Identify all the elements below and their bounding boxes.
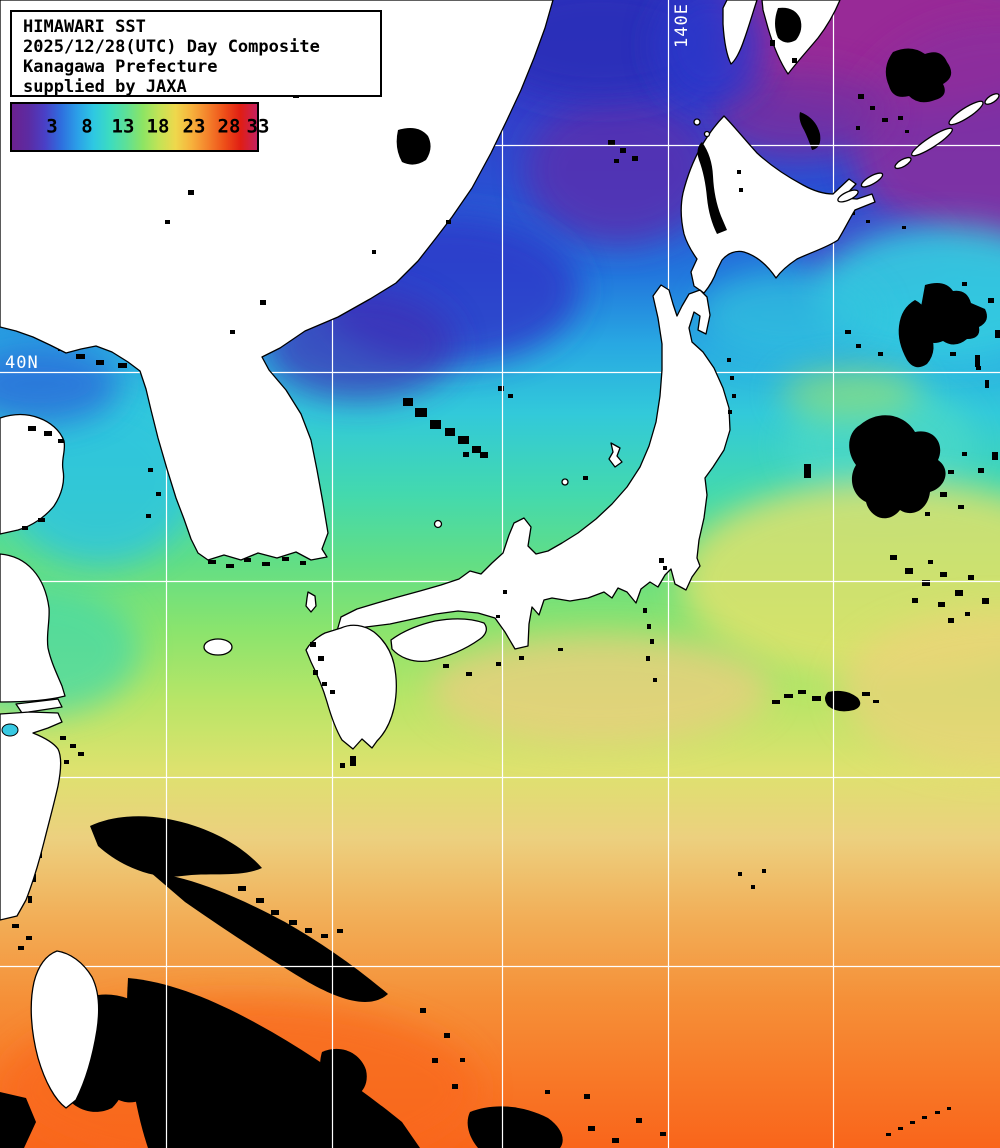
- title-line-credit: supplied by JAXA: [23, 77, 187, 97]
- land-sado-island: [608, 442, 623, 468]
- land-kuril-islands: [837, 93, 1000, 203]
- lon-label: 140E: [672, 3, 692, 48]
- land-shikoku: [390, 618, 487, 663]
- colorbar-tick: 8: [81, 115, 93, 138]
- land-jeju-island: [203, 638, 233, 656]
- land-taiwan: [30, 950, 100, 1109]
- land-jiangsu: [0, 553, 66, 703]
- colorbar-tick: 13: [111, 115, 135, 138]
- colorbar-legend: 3 8 13 18 23 28 33: [10, 102, 269, 152]
- lat-label: 40N: [5, 353, 39, 373]
- title-line-region: Kanagawa Prefecture: [23, 57, 218, 77]
- land-chongming: [15, 698, 63, 714]
- land-rebun-island: [703, 130, 711, 138]
- colorbar-tick: 3: [46, 115, 58, 138]
- title-line-date: 2025/12/28(UTC) Day Composite: [23, 37, 320, 57]
- land-zhejiang-fujian: [0, 711, 63, 921]
- colorbar-gradient: [12, 104, 257, 150]
- land-sakhalin: [722, 0, 758, 65]
- land-shandong: [0, 413, 66, 535]
- land-honshu: [336, 284, 731, 650]
- taihu-lake: [1, 723, 19, 737]
- land-oki-island: [433, 519, 443, 529]
- colorbar-tick: 18: [146, 115, 170, 138]
- land-rishiri-island: [693, 118, 701, 126]
- colorbar-tick: 28: [217, 115, 241, 138]
- colorbar-tick: 33: [246, 115, 270, 138]
- land-kyushu: [305, 624, 397, 750]
- title-line-product: HIMAWARI SST: [23, 17, 146, 37]
- title-box: HIMAWARI SST 2025/12/28(UTC) Day Composi…: [10, 10, 382, 97]
- land-hokkaido: [680, 115, 876, 294]
- cloud-layer: [0, 48, 1000, 1148]
- land-awashima-island: [561, 478, 569, 486]
- land-tsushima-island: [305, 591, 317, 613]
- colorbar-tick: 23: [182, 115, 206, 138]
